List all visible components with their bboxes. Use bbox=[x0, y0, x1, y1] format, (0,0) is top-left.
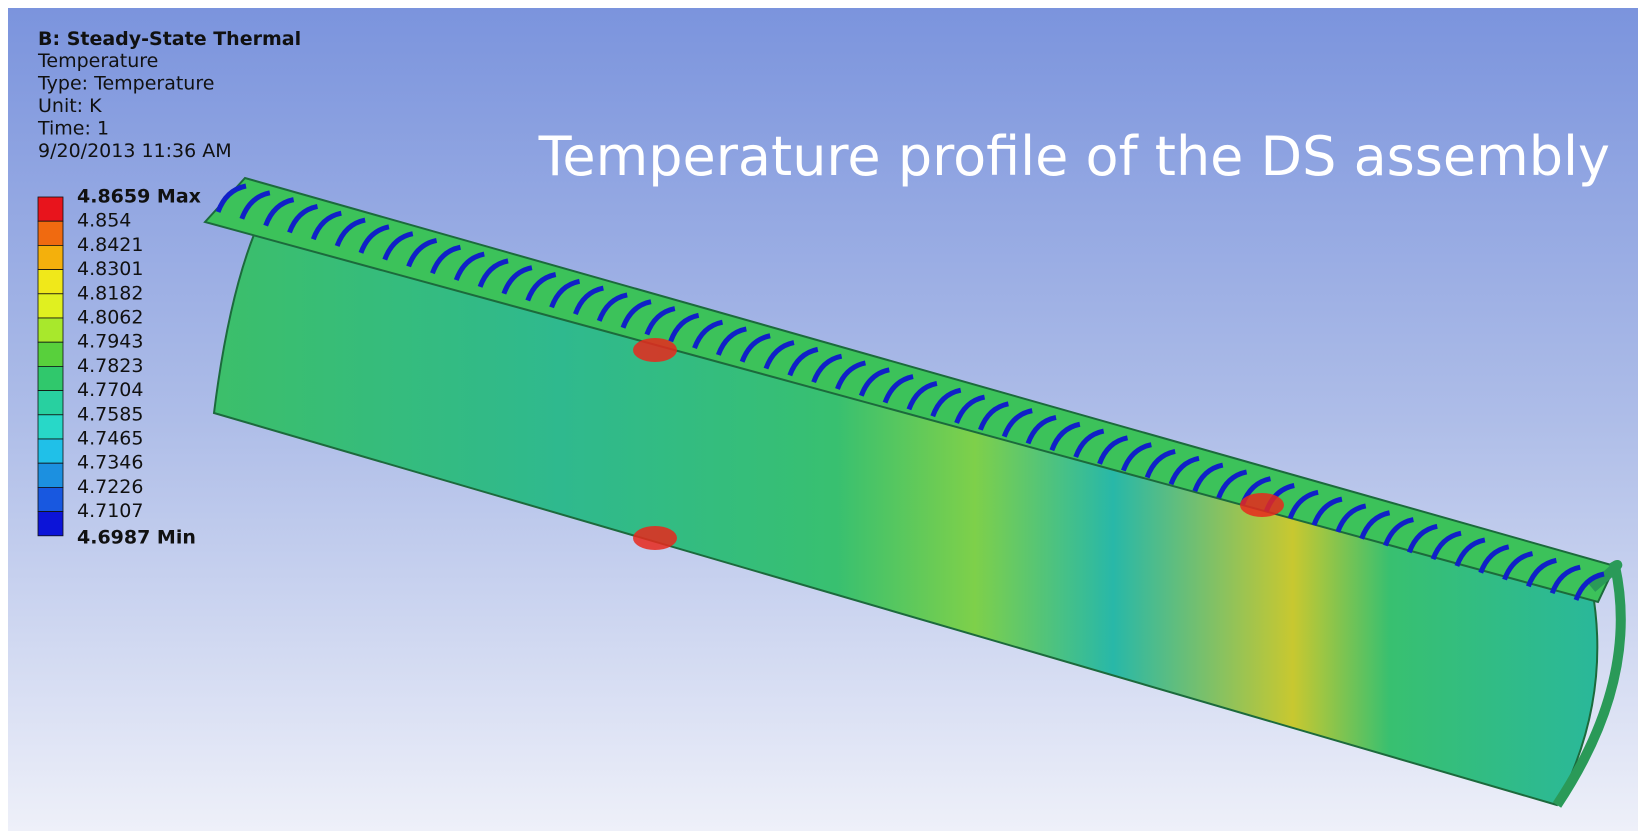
legend-label: 4.6987 Min bbox=[77, 526, 196, 548]
legend-swatch bbox=[38, 366, 63, 390]
legend-label: 4.7465 bbox=[77, 428, 143, 450]
legend-swatch bbox=[38, 245, 63, 269]
hot-spot bbox=[633, 338, 677, 362]
legend-label: 4.7585 bbox=[77, 403, 143, 425]
header-line: Temperature bbox=[37, 50, 158, 72]
header-title: B: Steady-State Thermal bbox=[38, 28, 301, 50]
legend-label: 4.7823 bbox=[77, 355, 143, 377]
caption: Temperature profile of the DS assembly bbox=[538, 125, 1610, 188]
legend-label: 4.7346 bbox=[77, 452, 143, 474]
header-line: 9/20/2013 11:36 AM bbox=[38, 140, 232, 162]
header-line: Unit: K bbox=[38, 95, 102, 117]
legend-swatch bbox=[38, 415, 63, 439]
header-line: Type: Temperature bbox=[37, 73, 214, 95]
legend-label: 4.7943 bbox=[77, 331, 143, 353]
hot-spot bbox=[633, 526, 677, 550]
screenshot: B: Steady-State Thermal TemperatureType:… bbox=[0, 0, 1638, 831]
legend-swatch bbox=[38, 342, 63, 366]
legend-label: 4.7226 bbox=[77, 476, 143, 498]
legend-label: 4.8301 bbox=[77, 258, 143, 280]
legend-swatch bbox=[38, 270, 63, 294]
legend-label: 4.8062 bbox=[77, 307, 143, 329]
legend-label: 4.854 bbox=[77, 210, 131, 232]
legend-swatch bbox=[38, 463, 63, 487]
legend-label: 4.8421 bbox=[77, 234, 143, 256]
legend-swatch bbox=[38, 294, 63, 318]
legend-swatch bbox=[38, 221, 63, 245]
legend-label: 4.8659 Max bbox=[77, 186, 201, 208]
legend-swatch bbox=[38, 197, 63, 221]
legend-swatch bbox=[38, 391, 63, 415]
legend-swatch bbox=[38, 512, 63, 536]
legend-swatch bbox=[38, 439, 63, 463]
legend-label: 4.7704 bbox=[77, 379, 143, 401]
legend-swatch bbox=[38, 318, 63, 342]
header-line: Time: 1 bbox=[37, 118, 109, 140]
legend-swatch bbox=[38, 487, 63, 511]
hot-spot bbox=[1240, 493, 1284, 517]
legend-label: 4.8182 bbox=[77, 282, 143, 304]
legend-label: 4.7107 bbox=[77, 500, 143, 522]
viewport: B: Steady-State Thermal TemperatureType:… bbox=[0, 0, 1638, 831]
